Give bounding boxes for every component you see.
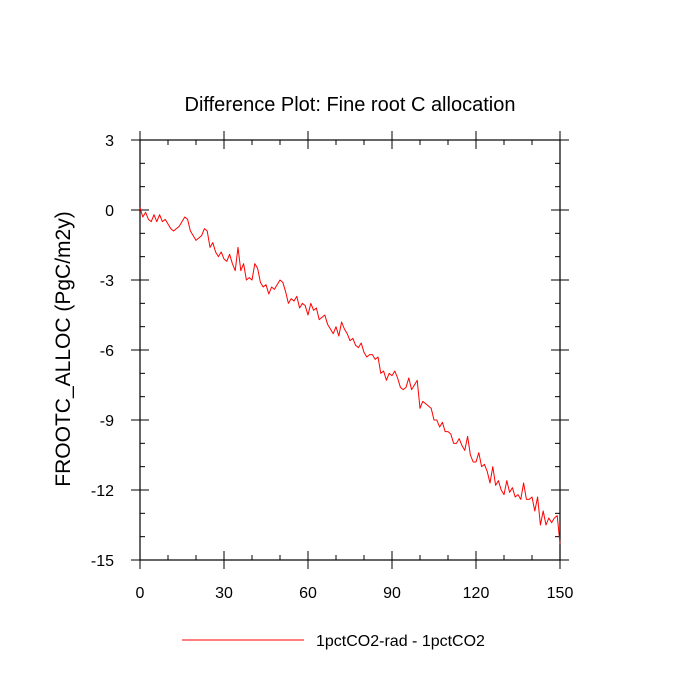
y-axis-ticks: 3 0 -3 -6 -9 -12 -15: [91, 133, 569, 570]
y-tick-label: -15: [91, 553, 114, 570]
x-axis-ticks: 0 30 60 90 120 150: [136, 131, 574, 602]
x-tick-label: 90: [383, 585, 401, 602]
y-tick-label: -12: [91, 483, 114, 500]
y-tick-label: -6: [100, 343, 114, 360]
legend-label: 1pctCO2-rad - 1pctCO2: [316, 633, 485, 650]
y-tick-label: 3: [105, 133, 114, 150]
y-axis-label: FROOTC_ALLOC (PgC/m2y): [52, 211, 75, 486]
y-tick-label: -9: [100, 413, 114, 430]
x-tick-label: 120: [463, 585, 490, 602]
x-tick-label: 30: [215, 585, 233, 602]
plot-frame: [139, 139, 561, 561]
y-tick-label: -3: [100, 273, 114, 290]
x-tick-label: 0: [136, 585, 145, 602]
legend: 1pctCO2-rad - 1pctCO2: [182, 633, 485, 650]
y-tick-label: 0: [105, 203, 114, 220]
x-tick-label: 60: [299, 585, 317, 602]
series-layer: [139, 207, 561, 544]
x-tick-label: 150: [547, 585, 574, 602]
chart-title: Difference Plot: Fine root C allocation: [185, 94, 516, 116]
series-line: [139, 207, 561, 544]
